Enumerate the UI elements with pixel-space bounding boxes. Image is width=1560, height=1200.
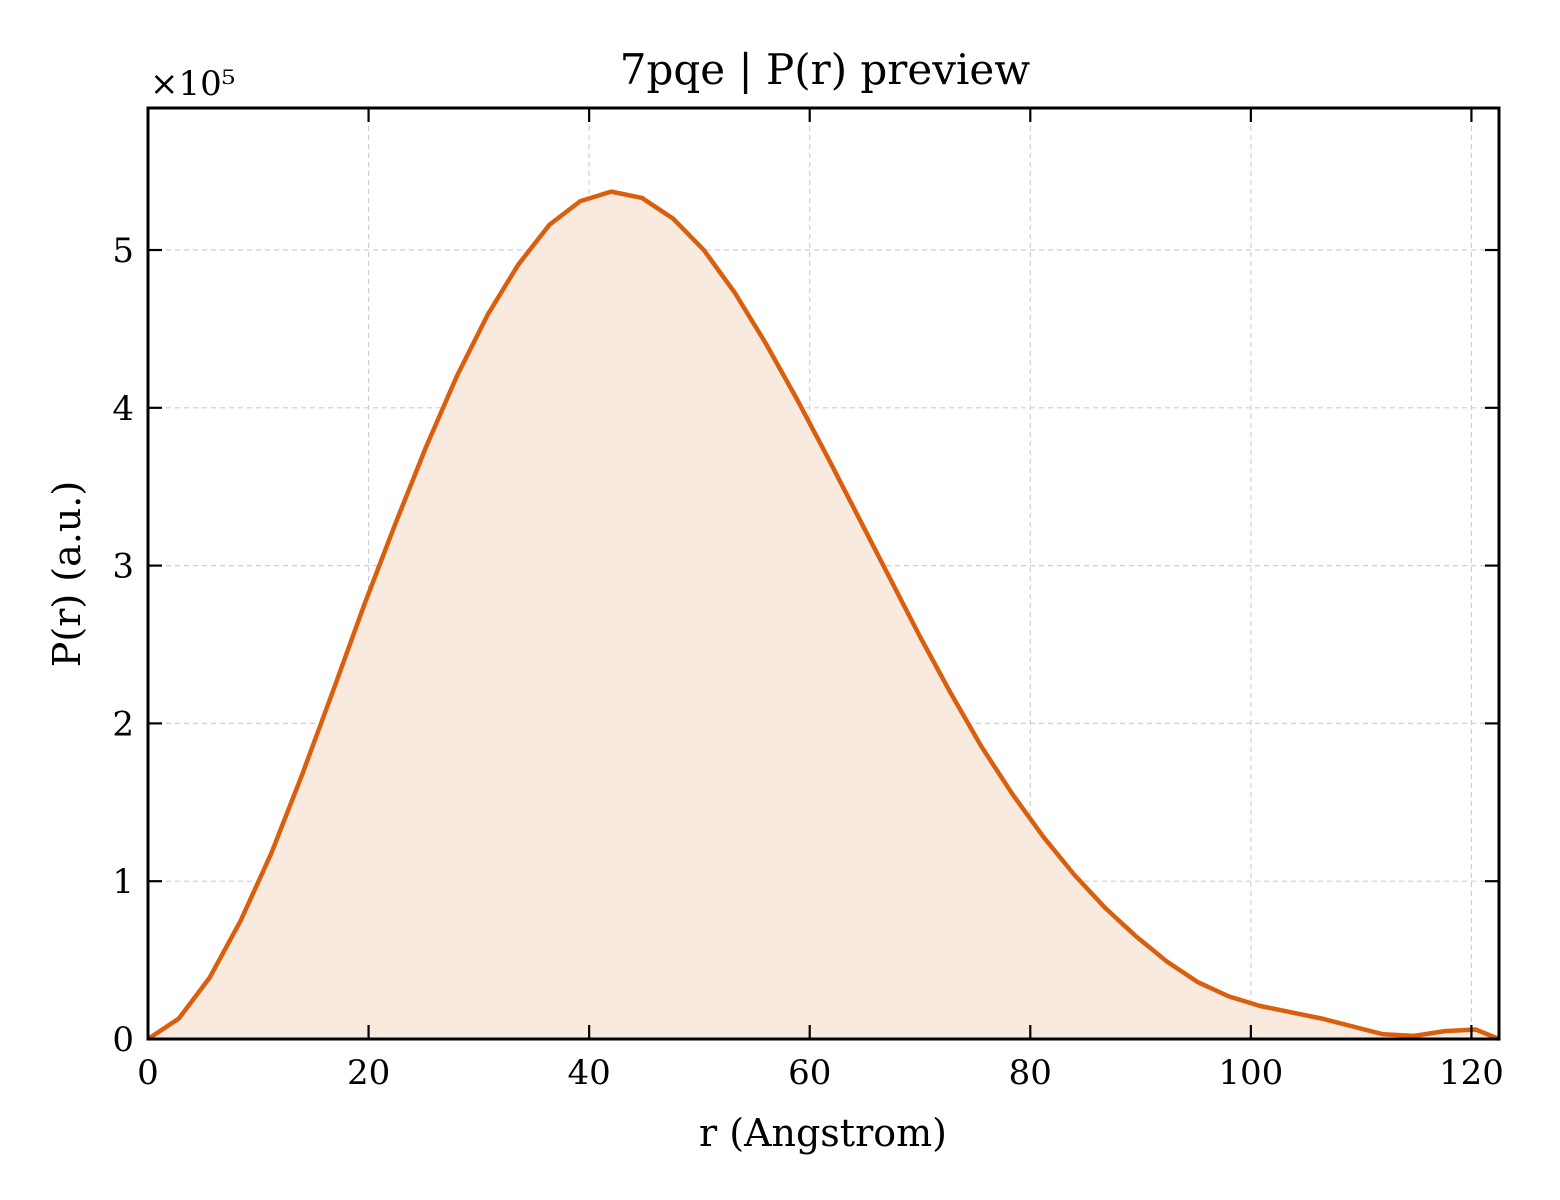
y-axis-multiplier: ×10⁵	[150, 64, 235, 104]
x-tick-label: 60	[788, 1053, 831, 1093]
y-axis-label: P(r) (a.u.)	[45, 481, 89, 667]
chart-title: 7pqe | P(r) preview	[620, 45, 1030, 94]
plot-frame	[146, 106, 1501, 1041]
x-tick-label: 20	[347, 1053, 390, 1093]
x-tick-label: 40	[568, 1053, 611, 1093]
x-tick-label: 0	[137, 1053, 159, 1093]
y-tick-label: 5	[112, 231, 134, 271]
x-axis-label: r (Angstrom)	[699, 1111, 947, 1155]
x-tick-label: 120	[1439, 1053, 1504, 1093]
y-tick-label: 1	[112, 862, 134, 902]
axis-ticks: 0 20 40 60 80 100 120 0 1 2 3 4 5	[112, 108, 1504, 1093]
x-tick-label: 80	[1009, 1053, 1052, 1093]
pr-area-fill	[148, 191, 1499, 1039]
y-tick-label: 4	[112, 389, 134, 429]
y-tick-label: 3	[112, 547, 134, 587]
x-tick-label: 100	[1218, 1053, 1283, 1093]
y-tick-label: 0	[112, 1020, 134, 1060]
y-tick-label: 2	[112, 704, 134, 744]
pr-series-line	[146, 189, 1500, 1042]
